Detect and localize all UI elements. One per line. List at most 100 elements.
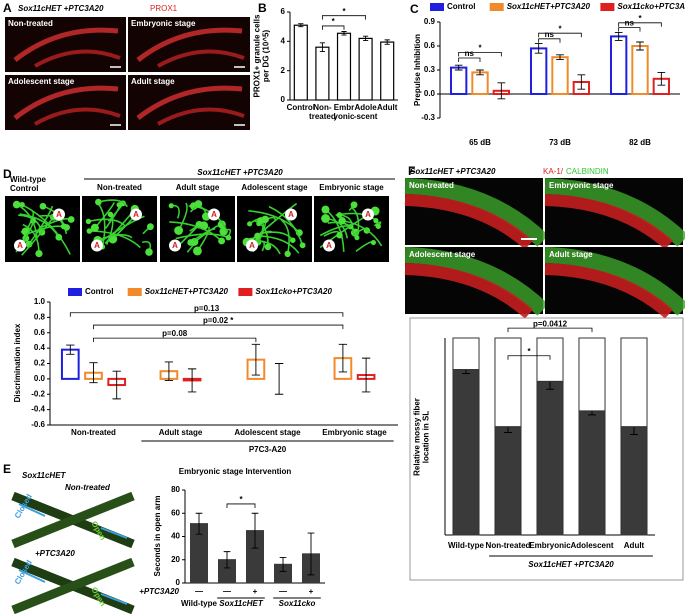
legend-swatch — [238, 288, 253, 296]
significance-bracket — [93, 337, 257, 343]
neuron — [55, 233, 63, 241]
neuron — [336, 212, 343, 219]
x-tick-label: — — [195, 587, 203, 596]
panel-letter: B — [258, 1, 267, 15]
neurite — [175, 233, 229, 240]
significance-bracket — [538, 32, 582, 38]
significance-label: ns — [465, 49, 475, 58]
neuron — [145, 248, 153, 256]
error-bar — [279, 556, 287, 572]
neuron — [290, 237, 296, 243]
text-line: -scent — [354, 112, 378, 121]
x-tick-label: Control — [287, 103, 315, 112]
error-bar — [195, 512, 203, 535]
bar — [449, 66, 468, 95]
image-label: Non-treated — [8, 19, 53, 28]
marker-label: A — [326, 241, 332, 250]
significance-label: p=0.08 — [162, 329, 188, 338]
panel-letter: A — [3, 1, 12, 15]
neurite — [19, 213, 60, 238]
y-tick-label: 20 — [171, 555, 180, 564]
neuron — [174, 226, 184, 235]
y-tick-label: 0.8 — [34, 312, 46, 321]
marker-circle — [14, 239, 26, 252]
bar — [336, 32, 352, 101]
ka1-signal — [404, 263, 533, 319]
error-bar — [298, 23, 304, 28]
text-line: PROX1+ granule cells — [253, 14, 262, 97]
text-line: Non- — [313, 103, 332, 112]
image-label: Adolescent stage — [241, 183, 308, 192]
neurite — [280, 219, 290, 255]
neuron — [321, 205, 330, 214]
y-tick-label: 1.0 — [34, 297, 46, 306]
error-bar — [341, 31, 347, 36]
x-tick-label: Non-treated — [71, 428, 116, 437]
legend-swatch — [489, 3, 504, 11]
calbindin-signal — [404, 247, 549, 316]
significance-bracket — [226, 503, 256, 508]
marker-circle — [323, 239, 335, 252]
error-bar — [556, 54, 564, 61]
neuron — [60, 223, 67, 230]
bar-segment — [578, 410, 606, 536]
neuron — [187, 239, 195, 246]
group-label: Sox11cko — [279, 599, 316, 608]
y-tick-label: 0.3 — [424, 65, 436, 74]
ka1-signal — [404, 194, 533, 250]
error-bar — [112, 370, 121, 400]
significance-bracket — [507, 355, 551, 360]
image-label: Embryonic stage — [131, 19, 196, 28]
neuron — [67, 216, 75, 223]
legend-swatch — [127, 288, 142, 296]
x-tick-label: Wild-type — [448, 541, 484, 550]
legend-label: Sox11cHET+PTC3A20 — [145, 287, 229, 296]
gyrus-signal — [34, 49, 121, 68]
neuron — [247, 221, 253, 227]
genotype-label: Sox11cHET +PTC3A20 — [18, 4, 104, 13]
image-label: Adolescent stage — [409, 250, 476, 259]
y-tick-label: -0.6 — [31, 420, 45, 429]
marker-circle — [169, 239, 181, 252]
legend-swatch — [68, 288, 82, 296]
neuron — [107, 211, 114, 218]
error-bar — [363, 35, 369, 42]
significance-label: * — [638, 14, 642, 23]
y-tick-label: 0.0 — [34, 374, 46, 383]
neurite — [257, 235, 300, 254]
x-tick-label: + — [309, 587, 314, 596]
y-axis-label: Relative mossy fiberlocation in SL — [413, 398, 431, 476]
neuron — [321, 214, 330, 223]
neuron — [375, 223, 381, 229]
y-tick-label: 2 — [281, 66, 286, 75]
y-axis-label: Discrimination index — [13, 323, 22, 402]
neuron — [116, 202, 122, 208]
significance-bracket — [458, 57, 481, 62]
text-line: Control — [10, 184, 38, 193]
gyrus-signal — [157, 49, 245, 68]
y-tick-label: 0.6 — [34, 328, 46, 337]
marker-circle — [53, 208, 65, 221]
stain-label: CALBINDIN — [566, 167, 609, 176]
legend-label: Control — [85, 287, 113, 296]
bar-segment — [620, 337, 648, 428]
significance-label: * — [332, 17, 336, 26]
text-line: location in SL — [422, 411, 431, 464]
gyrus-signal — [13, 27, 119, 62]
significance-bracket — [618, 27, 641, 32]
y-tick-label: -0.4 — [31, 405, 45, 414]
maze-arm — [11, 491, 135, 549]
x-tick-label: Embryonic — [529, 541, 571, 550]
calbindin-signal — [404, 178, 549, 247]
x-tick-label: Adult — [377, 103, 398, 112]
significance-label: p=0.02 * — [203, 316, 234, 325]
marker-circle — [285, 208, 297, 221]
error-bar — [187, 368, 197, 393]
genotype-label: Sox11cHET +PTC3A20 — [197, 168, 283, 177]
neuron — [168, 203, 174, 209]
significance-label: * — [527, 347, 531, 356]
neurite — [350, 206, 360, 238]
error-bar — [497, 82, 506, 100]
neuron — [95, 198, 102, 206]
gyrus-signal — [157, 107, 245, 126]
